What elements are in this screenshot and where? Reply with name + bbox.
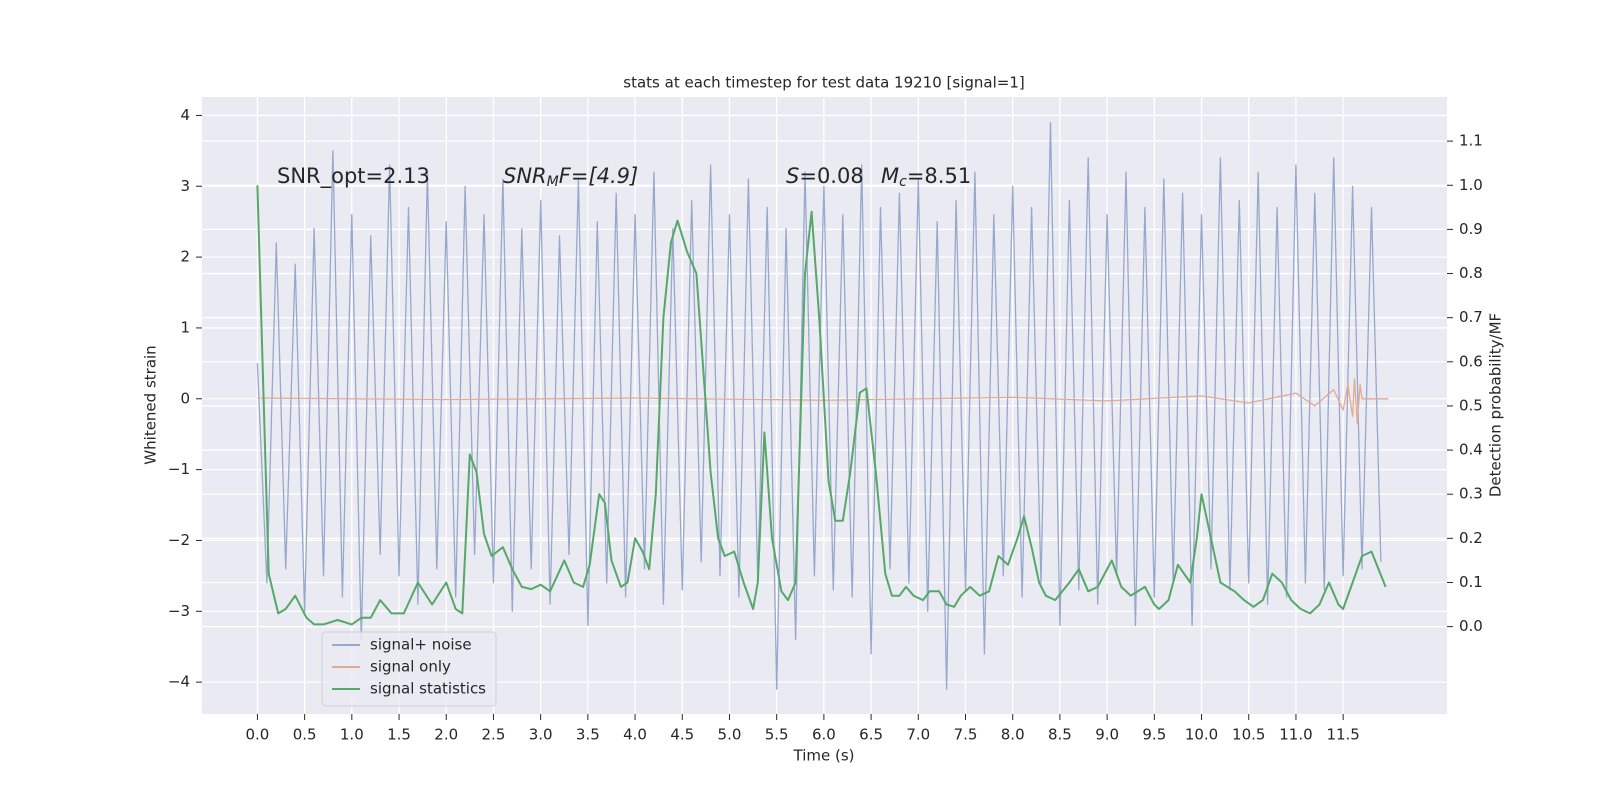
y2-tick-label: 0.3 xyxy=(1459,485,1483,503)
x-tick-label: 3.0 xyxy=(529,726,553,744)
x-tick-label: 1.5 xyxy=(387,726,411,744)
x-tick-label: 7.0 xyxy=(906,726,930,744)
annotation-part: M xyxy=(881,164,899,188)
legend-box xyxy=(321,631,497,707)
x-axis-label: Time (s) xyxy=(793,747,855,765)
x-tick-label: 11.5 xyxy=(1326,726,1359,744)
grid xyxy=(202,97,1447,714)
y-tick-label: −2 xyxy=(168,531,190,549)
x-tick-label: 0.5 xyxy=(293,726,317,744)
x-tick-label: 2.0 xyxy=(434,726,458,744)
y-tick-label: 2 xyxy=(180,248,190,266)
annotation-subscript: M xyxy=(547,174,559,190)
y2-tick-label: 0.9 xyxy=(1459,220,1483,238)
x-tick-label: 6.0 xyxy=(812,726,836,744)
x-tick-label: 6.5 xyxy=(859,726,883,744)
x-tick-label: 8.5 xyxy=(1048,726,1072,744)
y-tick-label: −3 xyxy=(168,602,190,620)
y-tick-label: −1 xyxy=(168,460,190,478)
x-tick-label: 11.0 xyxy=(1279,726,1312,744)
x-tick-label: 2.5 xyxy=(482,726,506,744)
y2-tick-label: 1.0 xyxy=(1459,176,1483,194)
y2-tick-label: 0.5 xyxy=(1459,396,1483,414)
y-tick-label: 1 xyxy=(180,318,190,336)
legend: signal+ noise signal only signal statistic… xyxy=(321,631,497,707)
x-tick-label: 3.5 xyxy=(576,726,600,744)
y-axis-label: Whitened strain xyxy=(142,345,160,464)
annotation-part: S xyxy=(786,164,799,188)
marks xyxy=(256,121,1389,690)
x-tick-label: 8.0 xyxy=(1001,726,1025,744)
y2-tick-label: 0.7 xyxy=(1459,308,1483,326)
x-tick-label: 5.0 xyxy=(718,726,742,744)
x-tick-label: 10.0 xyxy=(1185,726,1218,744)
y2-tick-label: 0.0 xyxy=(1459,617,1483,635)
y2-tick-label: 0.2 xyxy=(1459,529,1483,547)
x-tick-label: 9.5 xyxy=(1142,726,1166,744)
y-tick-label: 3 xyxy=(180,177,190,195)
y-tick-label: 0 xyxy=(180,389,190,407)
annotation: SNR_opt=2.13 xyxy=(277,164,430,189)
x-tick-label: 5.5 xyxy=(765,726,789,744)
y-tick-label: −4 xyxy=(168,673,190,691)
y2-tick-label: 0.6 xyxy=(1459,352,1483,370)
y2-tick-label: 0.4 xyxy=(1459,441,1483,459)
legend-label: signal statistics xyxy=(370,680,486,698)
annotation: SNRMF=[4.9] xyxy=(503,164,638,190)
annotation: Mc=8.51 xyxy=(881,164,971,190)
y2-tick-label: 0.1 xyxy=(1459,573,1483,591)
annotation-part: SNR xyxy=(503,164,547,188)
legend-label: signal+ noise xyxy=(370,636,472,654)
x-tick-label: 7.5 xyxy=(954,726,978,744)
y2-tick-label: 1.1 xyxy=(1459,132,1483,150)
annotation-part: F=[4.9] xyxy=(559,164,638,188)
series-line xyxy=(256,185,1387,626)
x-tick-label: 0.0 xyxy=(245,726,269,744)
annotation-subscript: c xyxy=(899,174,907,190)
x-tick-label: 1.0 xyxy=(340,726,364,744)
x-tick-label: 9.0 xyxy=(1095,726,1119,744)
x-tick-label: 4.5 xyxy=(670,726,694,744)
y2-tick-label: 0.8 xyxy=(1459,264,1483,282)
y-tick-label: 4 xyxy=(180,106,190,124)
chart-title: stats at each timestep for test data 192… xyxy=(623,74,1024,92)
annotation-part: =0.08 xyxy=(799,164,863,188)
legend-label: signal only xyxy=(370,658,451,676)
annotation-part: =8.51 xyxy=(907,164,971,188)
y2-axis-label: Detection probability/MF xyxy=(1487,313,1505,497)
annotation: S=0.08 xyxy=(786,164,864,188)
series-line xyxy=(257,378,1389,425)
x-tick-label: 10.5 xyxy=(1232,726,1265,744)
x-tick-label: 4.0 xyxy=(623,726,647,744)
